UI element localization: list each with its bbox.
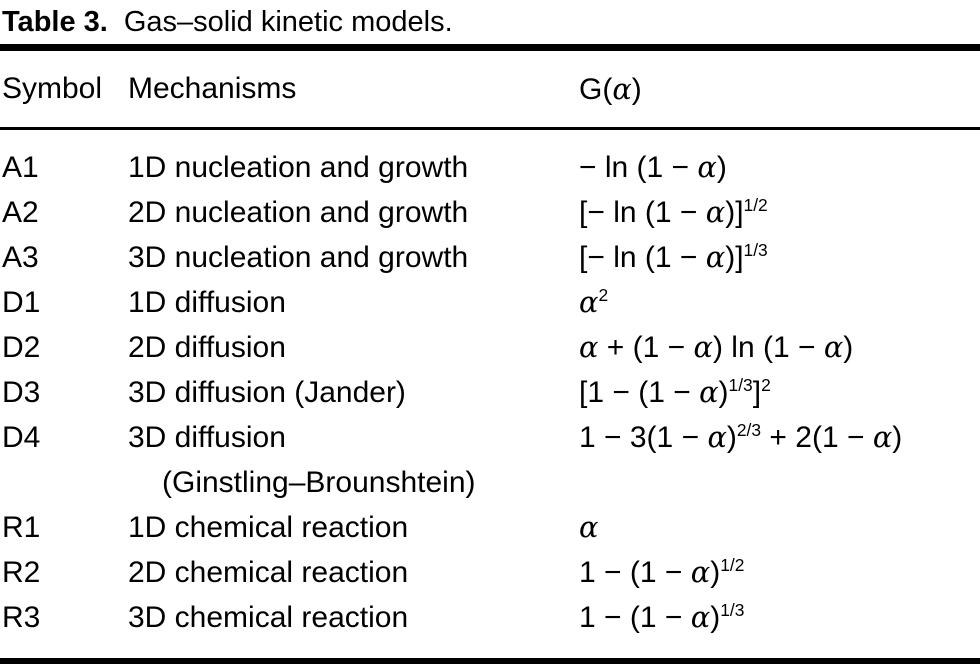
formula-cell: α + (1 − α) ln (1 − α) — [579, 330, 854, 364]
table-row: R3 3D chemical reaction 1 − (1 − α)1/3 — [0, 595, 980, 640]
formula-cell: 1 − (1 − α)1/2 — [579, 555, 745, 589]
mechanism-cell: 2D diffusion — [128, 331, 286, 364]
table-row: R2 2D chemical reaction 1 − (1 − α)1/2 — [0, 550, 980, 595]
symbol-cell: D3 — [2, 376, 41, 409]
mechanism-cell: 2D chemical reaction — [128, 556, 409, 589]
table-body: A1 1D nucleation and growth − ln (1 − α)… — [0, 130, 980, 640]
table-row: D2 2D diffusion α + (1 − α) ln (1 − α) — [0, 325, 980, 370]
table-row: D4 3D diffusion (Ginstling–Brounshtein) … — [0, 415, 980, 505]
mechanism-cell: 3D diffusion (Ginstling–Brounshtein) — [128, 415, 565, 505]
mechanism-cell: 3D chemical reaction — [128, 601, 409, 634]
mechanism-line1: 3D diffusion — [128, 421, 286, 454]
formula-cell: α — [579, 510, 599, 544]
table-caption-number: Table 3. — [2, 6, 108, 38]
table-row: A1 1D nucleation and growth − ln (1 − α) — [0, 145, 980, 190]
mechanism-cell: 3D nucleation and growth — [128, 241, 469, 274]
symbol-cell: A1 — [2, 151, 39, 184]
formula-cell: 1 − 3(1 − α)2/3 + 2(1 − α) — [579, 420, 903, 454]
header-divider-rule — [0, 127, 980, 130]
formula-cell: α2 — [579, 285, 609, 319]
mechanism-cell: 2D nucleation and growth — [128, 196, 469, 229]
table-row: R1 1D chemical reaction α — [0, 505, 980, 550]
formula-cell: [− ln (1 − α)]1/3 — [579, 240, 768, 274]
symbol-cell: D1 — [2, 286, 41, 319]
symbol-cell: A2 — [2, 196, 39, 229]
table-bottom-rule — [0, 658, 980, 664]
table-caption: Table 3. Gas–solid kinetic models. — [0, 0, 980, 40]
mechanism-cell: 1D diffusion — [128, 286, 286, 319]
mechanism-cell: 3D diffusion (Jander) — [128, 376, 406, 409]
column-header-mechanisms: Mechanisms — [128, 72, 297, 105]
symbol-cell: R2 — [2, 556, 41, 589]
mechanism-line2: (Ginstling–Brounshtein) — [162, 466, 476, 499]
formula-cell: [− ln (1 − α)]1/2 — [579, 195, 768, 229]
table-row: D1 1D diffusion α2 — [0, 280, 980, 325]
formula-cell: 1 − (1 − α)1/3 — [579, 600, 745, 634]
symbol-cell: A3 — [2, 241, 39, 274]
column-header-symbol: Symbol — [2, 72, 103, 105]
symbol-cell: R3 — [2, 601, 41, 634]
table-caption-text: Gas–solid kinetic models. — [123, 6, 453, 38]
symbol-cell: R1 — [2, 511, 41, 544]
symbol-cell: D4 — [2, 421, 41, 454]
table-row: D3 3D diffusion (Jander) [1 − (1 − α)1/3… — [0, 370, 980, 415]
mechanism-cell: 1D nucleation and growth — [128, 151, 469, 184]
table-row: A3 3D nucleation and growth [− ln (1 − α… — [0, 235, 980, 280]
column-header-g-alpha: G(α) — [579, 71, 642, 106]
formula-cell: − ln (1 − α) — [579, 150, 727, 184]
symbol-cell: D2 — [2, 331, 41, 364]
table-row: A2 2D nucleation and growth [− ln (1 − α… — [0, 190, 980, 235]
mechanism-cell: 1D chemical reaction — [128, 511, 409, 544]
formula-cell: [1 − (1 − α)1/3]2 — [579, 375, 771, 409]
table-header-row: Symbol Mechanisms G(α) — [0, 51, 980, 127]
table-top-rule — [0, 44, 980, 51]
